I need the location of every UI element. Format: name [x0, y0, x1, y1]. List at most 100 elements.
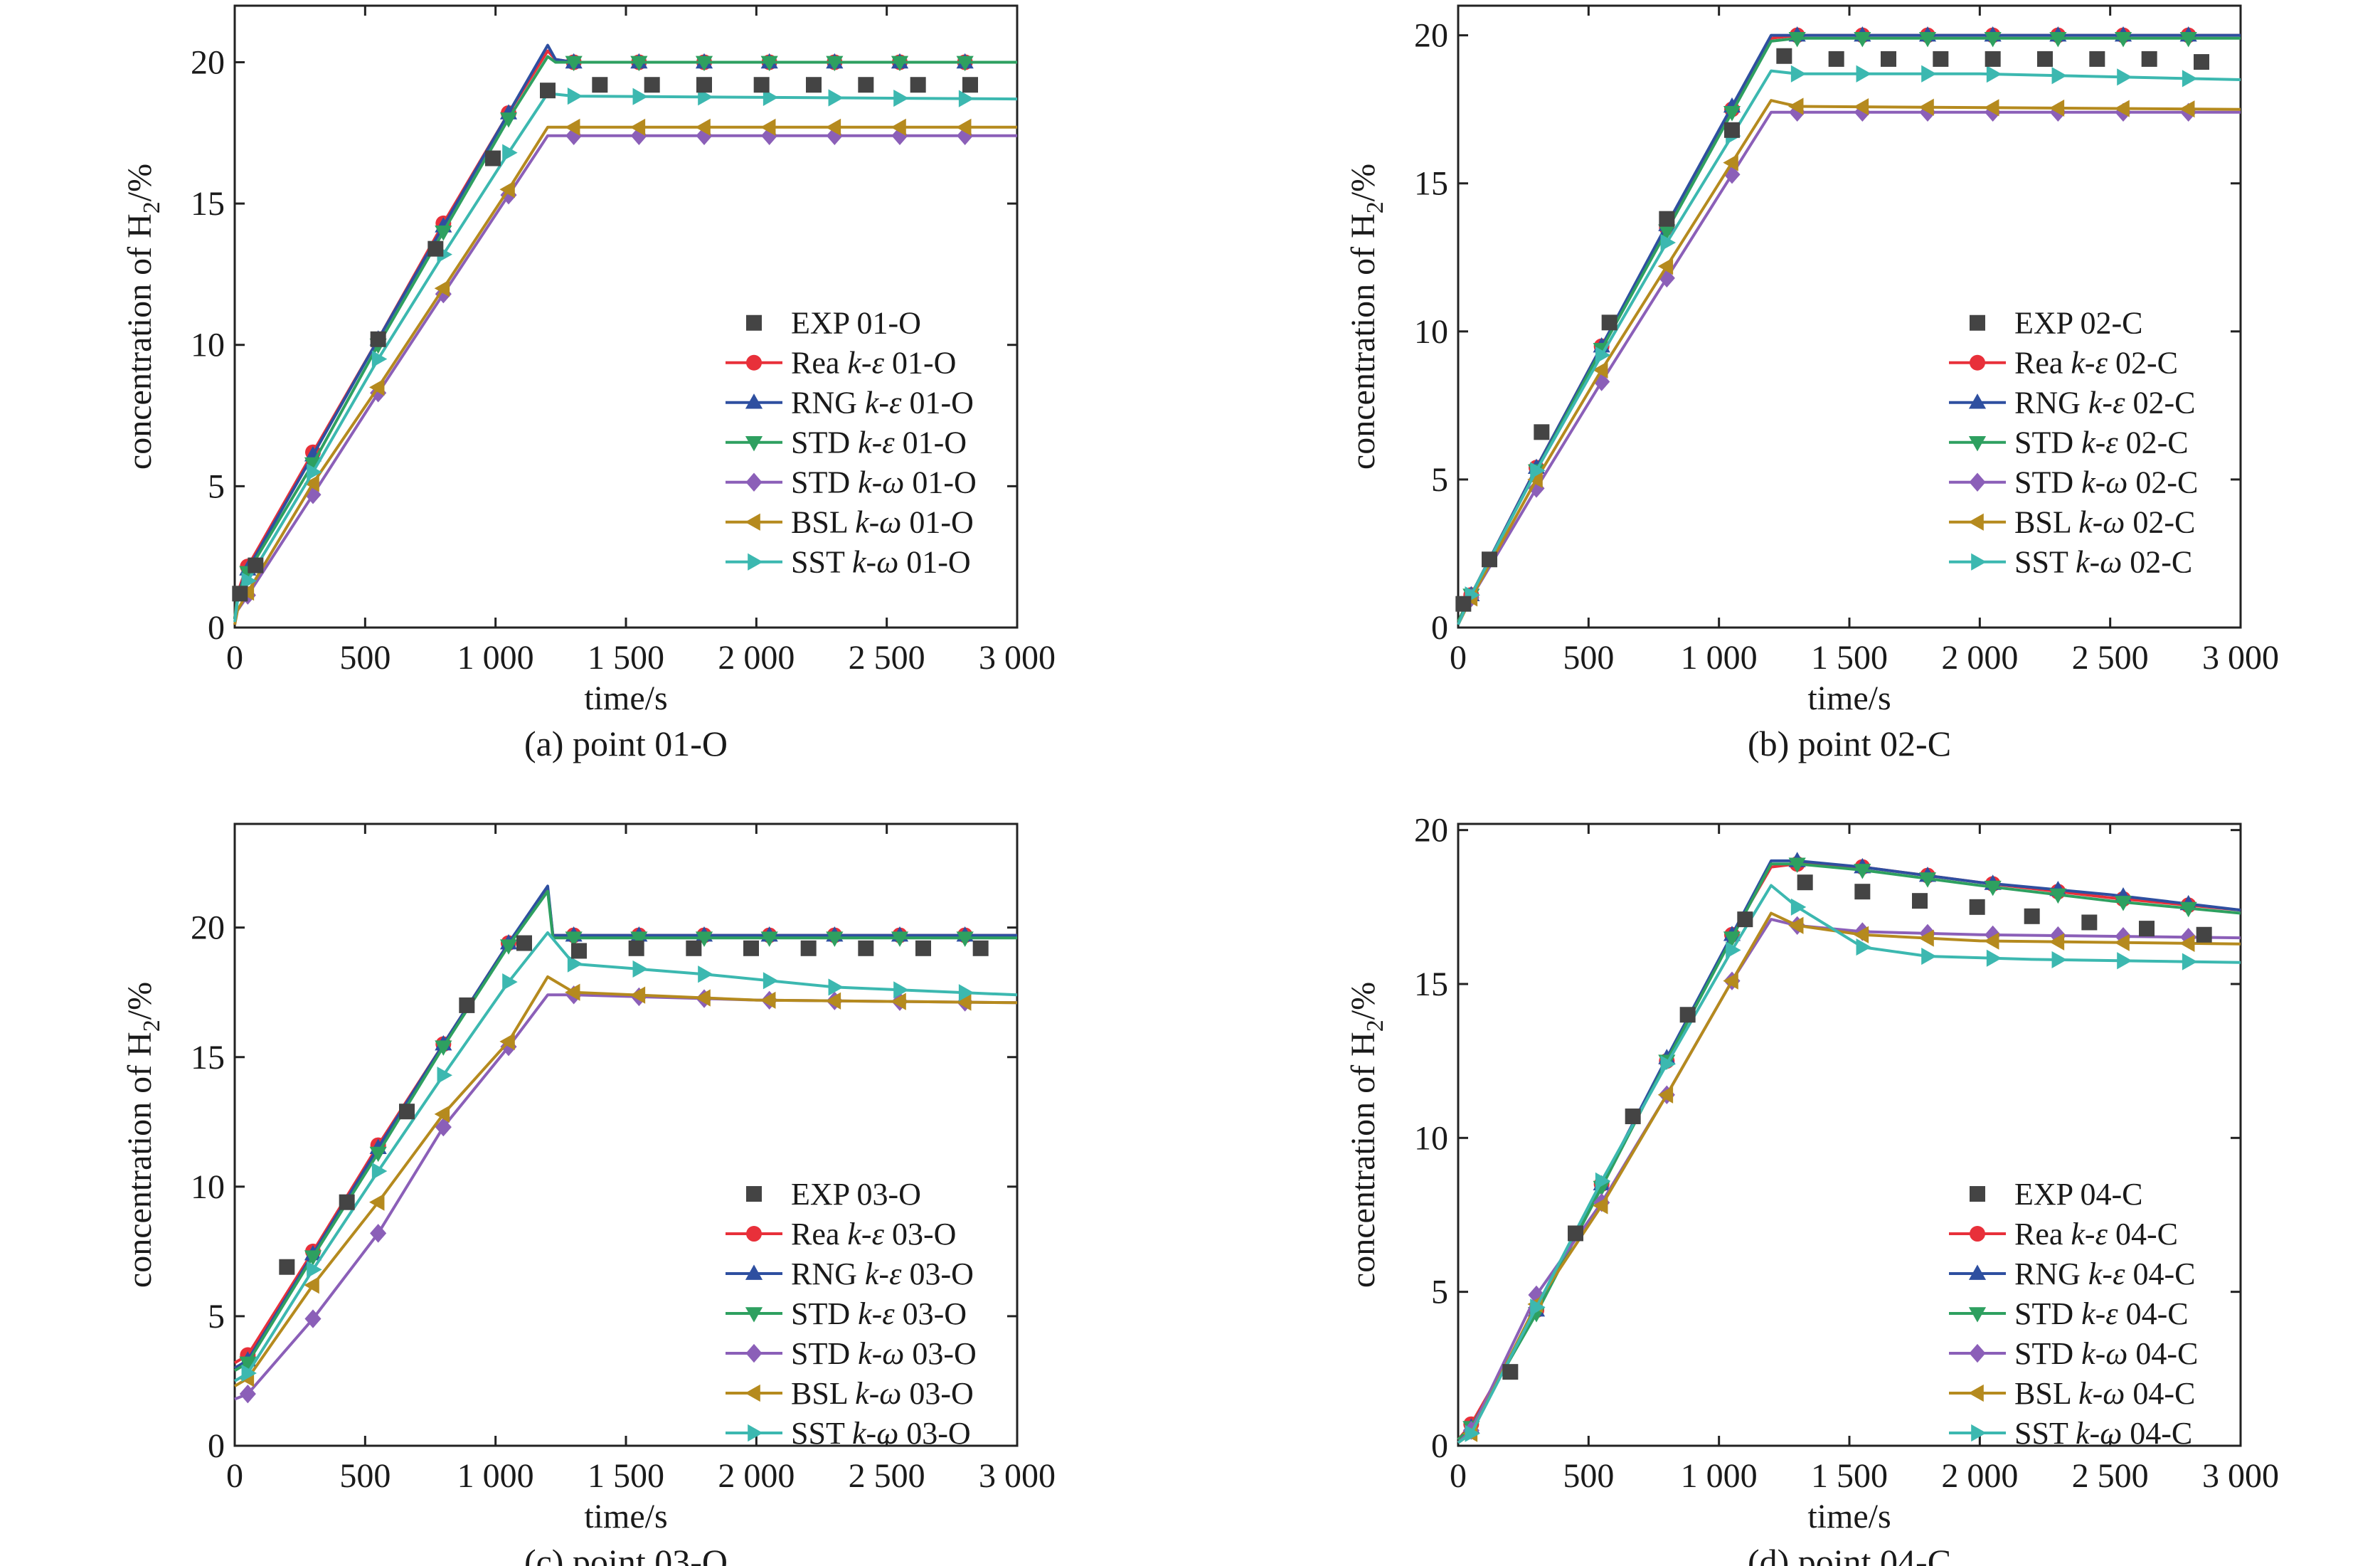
x-tick-label: 2 000 [718, 639, 795, 677]
series-marker [565, 983, 580, 1001]
y-axis-label-unit: /% [1344, 982, 1382, 1020]
x-tick-label: 0 [1450, 639, 1467, 677]
x-tick-label: 1 500 [1811, 639, 1888, 677]
exp-point [696, 77, 712, 93]
series-marker [1984, 880, 2002, 896]
legend-marker [1969, 472, 1986, 492]
y-tick-label: 0 [208, 609, 225, 647]
y-axis-label: concentration of H2/% [121, 164, 165, 470]
series-marker [1984, 99, 1999, 117]
legend-label: RNG k-ε 04-C [2014, 1256, 2195, 1291]
legend-exp-marker [746, 314, 762, 331]
exp-point [2037, 51, 2053, 67]
legend-label: Rea k-ε 02-C [2014, 346, 2178, 381]
series-marker [434, 280, 450, 297]
legend-label: SST k-ω 03-O [791, 1416, 971, 1451]
series-marker [2182, 70, 2198, 88]
legend-marker [1968, 513, 1984, 531]
x-tick-label: 3 000 [2202, 1457, 2279, 1495]
series-marker [698, 88, 713, 106]
y-axis-label-main: concentration of H [121, 213, 159, 470]
y-tick-label: 15 [1414, 965, 1448, 1003]
series-marker [826, 931, 844, 947]
series-marker [1854, 864, 1871, 879]
series-marker [632, 960, 648, 978]
legend-label: BSL k-ω 04-C [2014, 1376, 2195, 1411]
series-marker [1595, 346, 1611, 364]
x-tick-label: 1 000 [1681, 1457, 1758, 1495]
series-marker [695, 118, 711, 136]
series-line-bsl-4 [233, 125, 1017, 625]
y-axis-label-unit: /% [121, 164, 159, 201]
x-tick-label: 2 500 [2072, 1457, 2149, 1495]
series-marker [956, 55, 974, 72]
series-marker [1726, 941, 1741, 959]
series-marker [1788, 97, 1804, 115]
series-marker [369, 1146, 387, 1163]
series-marker [2179, 100, 2195, 118]
legend-marker [748, 1424, 763, 1442]
series-marker [499, 1032, 515, 1050]
exp-point [279, 1259, 295, 1275]
x-tick-label: 500 [339, 639, 391, 677]
legend-label: Rea k-ε 04-C [2014, 1217, 2178, 1252]
series-marker [369, 379, 385, 396]
series-marker [370, 1224, 387, 1243]
exp-point [459, 997, 475, 1013]
series-marker [565, 55, 583, 72]
series-marker [828, 978, 844, 996]
series-marker [304, 1276, 319, 1294]
exp-point [516, 935, 532, 951]
exp-point [1797, 874, 1813, 891]
series-marker [2049, 99, 2065, 117]
series-marker [1856, 65, 1871, 83]
y-tick-label: 15 [1414, 165, 1448, 203]
series-marker [567, 955, 583, 973]
exp-point [1502, 1364, 1519, 1380]
series-marker [698, 965, 713, 983]
exp-point [972, 940, 989, 956]
legend-label: BSL k-ω 01-O [791, 505, 974, 540]
series-marker [1593, 361, 1608, 379]
series-marker [1986, 949, 2002, 967]
series-marker [1527, 470, 1543, 489]
legend-marker [745, 1264, 763, 1280]
x-axis-label: time/s [1807, 679, 1891, 717]
series-marker [630, 931, 648, 947]
series-marker [891, 118, 906, 136]
series-marker [958, 90, 974, 107]
exp-point [1854, 884, 1871, 900]
series-marker [565, 931, 583, 947]
series-marker [695, 931, 713, 947]
series-marker [763, 972, 779, 990]
exp-point [399, 1104, 415, 1120]
series-marker [760, 118, 776, 136]
legend-label: SST k-ω 01-O [791, 545, 971, 580]
exp-point [1534, 424, 1550, 440]
y-axis-label: concentration of H2/% [1344, 982, 1388, 1288]
series-marker [956, 993, 972, 1011]
y-tick-label: 10 [191, 1168, 225, 1206]
series-marker [1658, 224, 1676, 240]
series-marker [499, 939, 518, 955]
series-marker [695, 55, 713, 72]
y-axis-label: concentration of H2/% [121, 982, 165, 1288]
series-marker [891, 993, 906, 1010]
series-marker [630, 55, 648, 72]
legend-label: STD k-ε 04-C [2014, 1296, 2189, 1331]
legend-label: Rea k-ε 03-O [791, 1217, 956, 1252]
chart-panel-c: 0 500 1 000 1 500 2 000 2 500 3 000 0 5 10 15 20 tim… [121, 822, 1056, 1566]
panel-caption: (d) point 04-C [1748, 1542, 1951, 1566]
series-marker [1918, 98, 1934, 116]
exp-point [370, 331, 386, 347]
exp-point [644, 77, 660, 93]
series-marker [239, 1384, 256, 1404]
exp-point [806, 77, 822, 93]
series-marker [2114, 100, 2130, 117]
exp-point [1912, 893, 1928, 909]
series-marker [567, 88, 583, 105]
series-marker [2117, 68, 2132, 86]
x-axis-label: time/s [1807, 1498, 1891, 1535]
series-marker [1530, 462, 1546, 480]
